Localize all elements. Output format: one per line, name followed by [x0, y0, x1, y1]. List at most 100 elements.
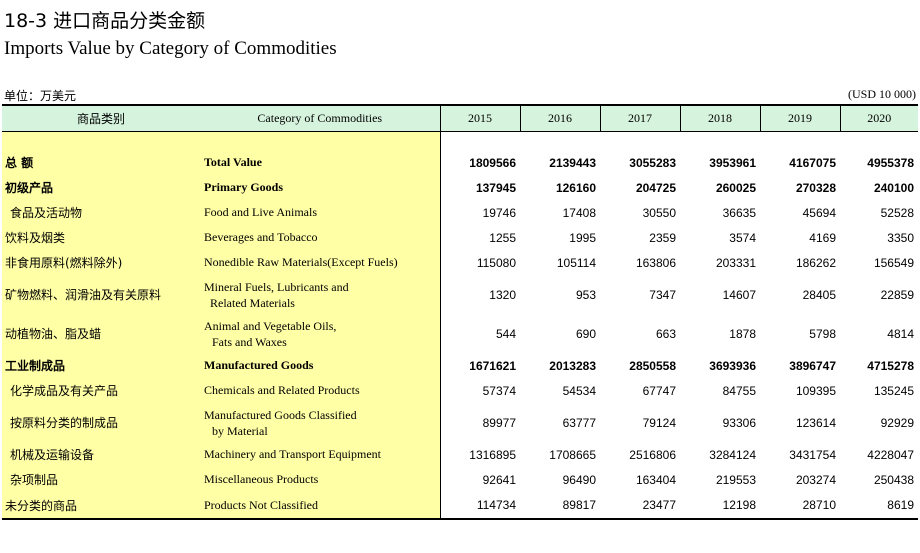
- table-row: 饮料及烟类 Beverages and Tobacco 1255 1995 23…: [2, 225, 918, 250]
- value-cell: 953: [575, 287, 596, 302]
- category-cn: 食品及活动物: [2, 200, 200, 225]
- value-cell: 52528: [880, 205, 914, 220]
- value-cell: 89817: [520, 492, 600, 520]
- value-cell: 84755: [722, 383, 756, 398]
- category-en: Nonedible Raw Materials(Except Fuels): [200, 250, 441, 275]
- value-cell: 92929: [880, 415, 914, 430]
- category-cn: 矿物燃料、润滑油及有关原料: [2, 275, 200, 314]
- value-cell: 1671621: [469, 358, 516, 373]
- value-cell: 2850558: [629, 358, 676, 373]
- category-cn: 总 额: [2, 150, 200, 175]
- value-cell: 89977: [482, 415, 516, 430]
- value-cell: 57374: [482, 383, 516, 398]
- value-cell: 22859: [880, 287, 914, 302]
- value-cell: 3055283: [629, 155, 676, 170]
- category-en: Chemicals and Related Products: [200, 378, 441, 403]
- unit-label-english: (USD 10 000): [848, 87, 916, 101]
- col-header-cn: 商品类别: [2, 104, 200, 132]
- value-cell: 1995: [569, 230, 596, 245]
- value-cell: 45694: [802, 205, 836, 220]
- value-cell: 1255: [489, 230, 516, 245]
- category-en: Animal and Vegetable Oils, Fats and Waxe…: [200, 314, 441, 353]
- value-cell: 204725: [635, 180, 676, 195]
- year-header: 2015: [439, 104, 520, 132]
- value-cell: 3693936: [709, 358, 756, 373]
- value-cell: 79124: [642, 415, 676, 430]
- title-chinese: 18-3 进口商品分类金额: [4, 10, 206, 32]
- value-cell: 270328: [795, 180, 836, 195]
- value-cell: 28710: [760, 492, 840, 520]
- category-cn: 杂项制品: [2, 467, 200, 492]
- table-row: 机械及运输设备 Machinery and Transport Equipmen…: [2, 442, 918, 467]
- value-cell: 2139443: [549, 155, 596, 170]
- value-cell: 1878: [729, 326, 756, 341]
- category-en: Miscellaneous Products: [200, 467, 441, 492]
- value-cell: 3574: [729, 230, 756, 245]
- value-cell: 2516806: [629, 447, 676, 462]
- value-cell: 2359: [649, 230, 676, 245]
- value-cell: 17408: [562, 205, 596, 220]
- category-en: Food and Live Animals: [200, 200, 441, 225]
- year-header: 2017: [599, 104, 680, 132]
- value-cell: 4167075: [789, 155, 836, 170]
- value-cell: 203274: [795, 472, 836, 487]
- category-en-line1: Animal and Vegetable Oils,: [204, 318, 337, 333]
- category-cn: 饮料及烟类: [2, 225, 200, 250]
- category-en: Manufactured Goods Classified by Materia…: [200, 403, 441, 442]
- category-en: Manufactured Goods: [200, 353, 441, 378]
- value-cell: 3953961: [709, 155, 756, 170]
- value-cell: 3350: [887, 230, 914, 245]
- category-cn: 未分类的商品: [2, 492, 200, 520]
- category-en-line1: Mineral Fuels, Lubricants and: [204, 279, 349, 294]
- category-cn: 初级产品: [2, 175, 200, 200]
- value-cell: 690: [575, 326, 596, 341]
- value-cell: 1809566: [469, 155, 516, 170]
- value-cell: 115080: [476, 255, 516, 270]
- category-cn: 化学成品及有关产品: [2, 378, 200, 403]
- value-cell: 219553: [715, 472, 756, 487]
- value-cell: 28405: [802, 287, 836, 302]
- value-cell: 3896747: [789, 358, 836, 373]
- value-cell: 260025: [715, 180, 756, 195]
- category-cn: 按原料分类的制成品: [2, 403, 200, 442]
- value-cell: 63777: [562, 415, 596, 430]
- table-row: 非食用原料(燃料除外) Nonedible Raw Materials(Exce…: [2, 250, 918, 275]
- value-cell: 137945: [475, 180, 516, 195]
- value-cell: 93306: [722, 415, 756, 430]
- imports-table: 商品类别 Category of Commodities 2015 2016 2…: [2, 104, 918, 520]
- table-row: 动植物油、脂及蜡 Animal and Vegetable Oils, Fats…: [2, 314, 918, 353]
- category-en-line2: Related Materials: [210, 295, 295, 310]
- spacer-row: [2, 131, 918, 150]
- year-header: 2016: [519, 104, 600, 132]
- value-cell: 163806: [635, 255, 676, 270]
- category-cn: 动植物油、脂及蜡: [2, 314, 200, 353]
- value-cell: 4814: [887, 326, 914, 341]
- category-cn: 机械及运输设备: [2, 442, 200, 467]
- category-cn: 非食用原料(燃料除外): [2, 250, 200, 275]
- value-cell: 203331: [715, 255, 756, 270]
- table-row: 化学成品及有关产品 Chemicals and Related Products…: [2, 378, 918, 403]
- title-english: Imports Value by Category of Commodities: [4, 38, 337, 59]
- value-cell: 96490: [562, 472, 596, 487]
- category-cn: 工业制成品: [2, 353, 200, 378]
- col-header-en: Category of Commodities: [200, 104, 440, 132]
- value-cell: 4955378: [867, 155, 914, 170]
- category-en: Primary Goods: [200, 175, 441, 200]
- value-cell: 36635: [722, 205, 756, 220]
- unit-label-chinese: 单位：万美元: [4, 89, 77, 103]
- value-cell: 250438: [873, 472, 914, 487]
- table-row: 工业制成品 Manufactured Goods 1671621 2013283…: [2, 353, 918, 378]
- value-cell: 240100: [873, 180, 914, 195]
- value-cell: 1316895: [469, 447, 516, 462]
- value-cell: 4169: [809, 230, 836, 245]
- value-cell: 4715278: [867, 358, 914, 373]
- value-cell: 4228047: [867, 447, 914, 462]
- value-cell: 186262: [795, 255, 836, 270]
- table-row: 总 额 Total Value 1809566 2139443 3055283 …: [2, 150, 918, 175]
- value-cell: 114734: [440, 492, 520, 520]
- value-cell: 3284124: [709, 447, 756, 462]
- value-cell: 12198: [680, 492, 760, 520]
- table-row: 杂项制品 Miscellaneous Products 92641 96490 …: [2, 467, 918, 492]
- year-header: 2020: [839, 104, 918, 132]
- value-cell: 126160: [555, 180, 596, 195]
